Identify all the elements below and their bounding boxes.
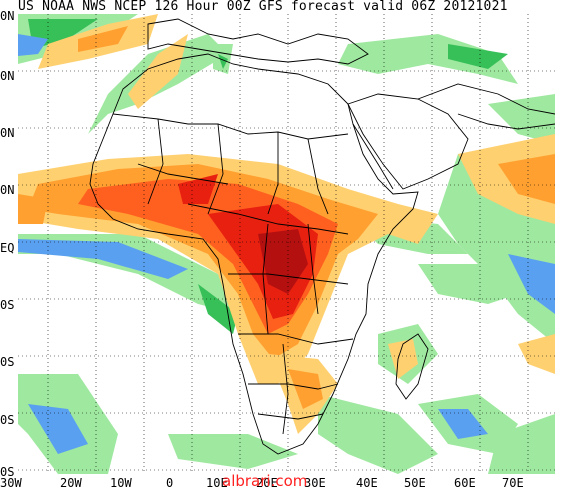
precipitation-map <box>18 14 555 474</box>
lon-label: 30W <box>0 476 22 490</box>
lat-label: 0S <box>0 299 15 311</box>
watermark: albrari.com <box>222 472 308 490</box>
lon-label: 10E <box>206 476 228 490</box>
lat-label-equator: EQ <box>0 242 15 254</box>
graticule <box>18 14 555 474</box>
lon-label: 30E <box>304 476 326 490</box>
lon-label: 0 <box>166 476 174 490</box>
lat-label: 0S <box>0 356 15 368</box>
lon-label: 40E <box>356 476 378 490</box>
map-title: US NOAA NWS NCEP 126 Hour 00Z GFS foreca… <box>18 0 508 14</box>
lat-label: 0N <box>0 127 15 139</box>
lon-label: 70E <box>502 476 524 490</box>
precip-light-layer <box>18 14 555 474</box>
lon-label: 50E <box>404 476 426 490</box>
lat-label: 0S <box>0 466 15 478</box>
map-canvas <box>18 14 555 474</box>
lon-label: 20W <box>60 476 82 490</box>
lat-label: 0N <box>0 70 15 82</box>
lon-label: 20E <box>256 476 278 490</box>
lat-label: 0S <box>0 414 15 426</box>
lat-label: 0N <box>0 10 15 22</box>
lon-label: 60E <box>454 476 476 490</box>
lon-label: 10W <box>110 476 132 490</box>
coastlines <box>89 18 555 455</box>
lat-label: 0N <box>0 184 15 196</box>
precip-heavy-layer <box>18 14 555 434</box>
